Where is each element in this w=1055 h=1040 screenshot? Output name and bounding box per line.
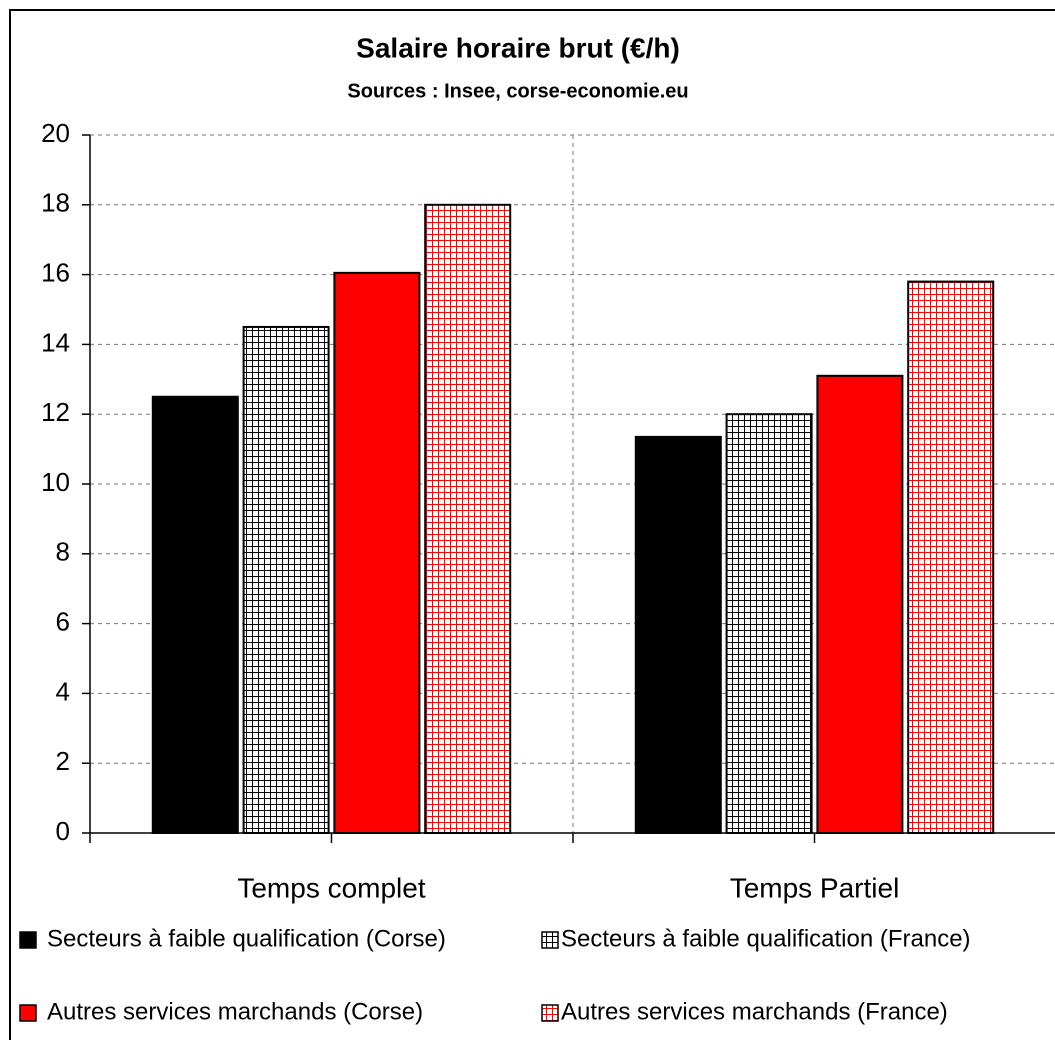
- y-tick-label: 18: [41, 188, 70, 218]
- x-tick-label: Temps complet: [237, 872, 426, 903]
- y-tick-label: 14: [41, 327, 70, 357]
- y-tick-label: 16: [41, 257, 70, 287]
- y-tick-label: 10: [41, 467, 70, 497]
- legend-marker: [541, 931, 559, 949]
- legend-label: Secteurs à faible qualification (France): [561, 925, 971, 952]
- bar: [725, 413, 813, 834]
- legend-marker: [19, 931, 37, 949]
- y-tick-label: 20: [41, 118, 70, 148]
- legend-label: Secteurs à faible qualification (Corse): [47, 925, 446, 952]
- chart-subtitle: Sources : Insee, corse-economie.eu: [347, 80, 688, 102]
- legend-marker: [19, 1004, 37, 1022]
- bar: [816, 374, 904, 834]
- legend-marker: [541, 1004, 559, 1022]
- legend-label: Autres services marchands (Corse): [47, 998, 423, 1025]
- bar: [333, 271, 421, 835]
- y-tick-label: 0: [56, 816, 70, 846]
- y-tick-label: 12: [41, 397, 70, 427]
- y-tick-label: 4: [56, 676, 70, 706]
- y-tick-label: 8: [56, 537, 70, 567]
- x-tick-label: Temps Partiel: [730, 872, 900, 903]
- y-tick-label: 2: [56, 746, 70, 776]
- legend-label: Autres services marchands (France): [561, 998, 948, 1025]
- bar: [424, 203, 512, 835]
- bar: [242, 325, 330, 834]
- y-tick-label: 6: [56, 606, 70, 636]
- bar: [907, 280, 995, 834]
- bar: [634, 435, 722, 834]
- bar: [151, 395, 239, 834]
- chart-title: Salaire horaire brut (€/h): [356, 32, 680, 63]
